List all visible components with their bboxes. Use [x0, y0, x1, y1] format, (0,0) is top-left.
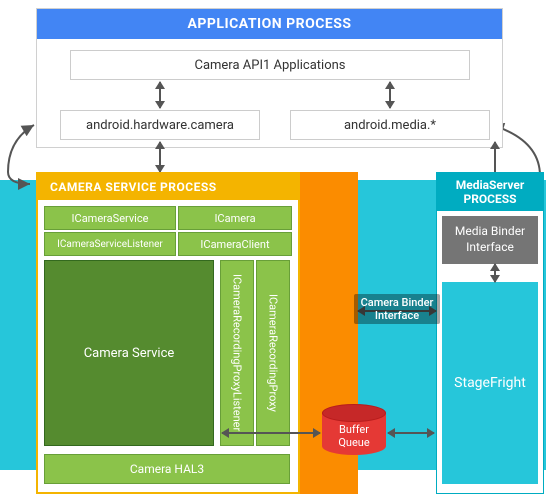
camera-api1-box: Camera API1 Applications — [70, 50, 470, 80]
camera-api1-label: Camera API1 Applications — [194, 58, 345, 73]
diagram-canvas: { "canvas": { "w": 546, "h": 504, "bg": … — [0, 0, 546, 504]
arrow-csp-to-buffer-icon — [222, 432, 320, 434]
icamera-label: ICamera — [214, 212, 255, 225]
icameraservice-box: ICameraService — [44, 206, 176, 230]
icamera-box: ICamera — [178, 206, 292, 230]
icameraservicelistener-box: ICameraServiceListener — [44, 232, 176, 256]
android-media-box: android.media.* — [290, 110, 490, 140]
camera-service-box: Camera Service — [44, 260, 214, 446]
icameraservice-label: ICameraService — [72, 212, 149, 225]
buffer-queue-cylinder-top — [322, 404, 386, 422]
camera-binder-interface-label-bg: Camera Binder Interface — [354, 294, 440, 324]
media-binder-interface-box: Media Binder Interface — [442, 216, 538, 264]
buffer-queue-label-2: Queue — [338, 436, 369, 449]
media-binder-interface-label: Media Binder Interface — [442, 224, 538, 255]
application-process-header: APPLICATION PROCESS — [37, 9, 502, 39]
mediaserver-title-1: MediaServer — [456, 178, 525, 192]
buffer-queue-label: Buffer Queue — [322, 424, 386, 449]
buffer-queue-label-1: Buffer — [339, 423, 369, 436]
arrow-api-to-hwcamera-icon — [159, 82, 161, 108]
recording-proxy-label: ICameraRecordingProxy — [267, 294, 280, 412]
camera-binder-interface-label: Camera Binder Interface — [361, 296, 434, 322]
android-media-label: android.media.* — [344, 118, 436, 133]
camera-hal3-label: Camera HAL3 — [130, 462, 204, 476]
arrow-buffer-to-stagefright-icon — [388, 432, 434, 434]
recording-proxy-listener-label: ICameraRecordingProxyListener — [231, 274, 244, 431]
application-process-title: APPLICATION PROCESS — [187, 16, 351, 32]
android-hardware-camera-label: android.hardware.camera — [86, 118, 234, 133]
icameraclient-box: ICameraClient — [178, 232, 292, 256]
arrow-api-to-media-icon — [389, 82, 391, 108]
camera-service-process-title: CAMERA SERVICE PROCESS — [50, 180, 217, 194]
arrow-hwcamera-to-csp-icon — [159, 142, 161, 172]
recording-proxy-box: ICameraRecordingProxy — [256, 260, 290, 446]
stagefright-label: StageFright — [454, 375, 526, 391]
arrow-binder-to-stagefright-icon — [494, 264, 496, 282]
stagefright-box: StageFright — [442, 282, 538, 484]
android-hardware-camera-box: android.hardware.camera — [60, 110, 260, 140]
camera-service-process-header: CAMERA SERVICE PROCESS — [38, 174, 298, 200]
mediaserver-process-header: MediaServer PROCESS — [437, 173, 543, 211]
icameraclient-label: ICameraClient — [200, 238, 269, 251]
mediaserver-title-2: PROCESS — [463, 192, 516, 206]
camera-hal3-box: Camera HAL3 — [44, 454, 290, 484]
icameraservicelistener-label: ICameraServiceListener — [57, 239, 163, 250]
recording-proxy-listener-box: ICameraRecordingProxyListener — [220, 260, 254, 446]
camera-service-label: Camera Service — [84, 346, 175, 361]
